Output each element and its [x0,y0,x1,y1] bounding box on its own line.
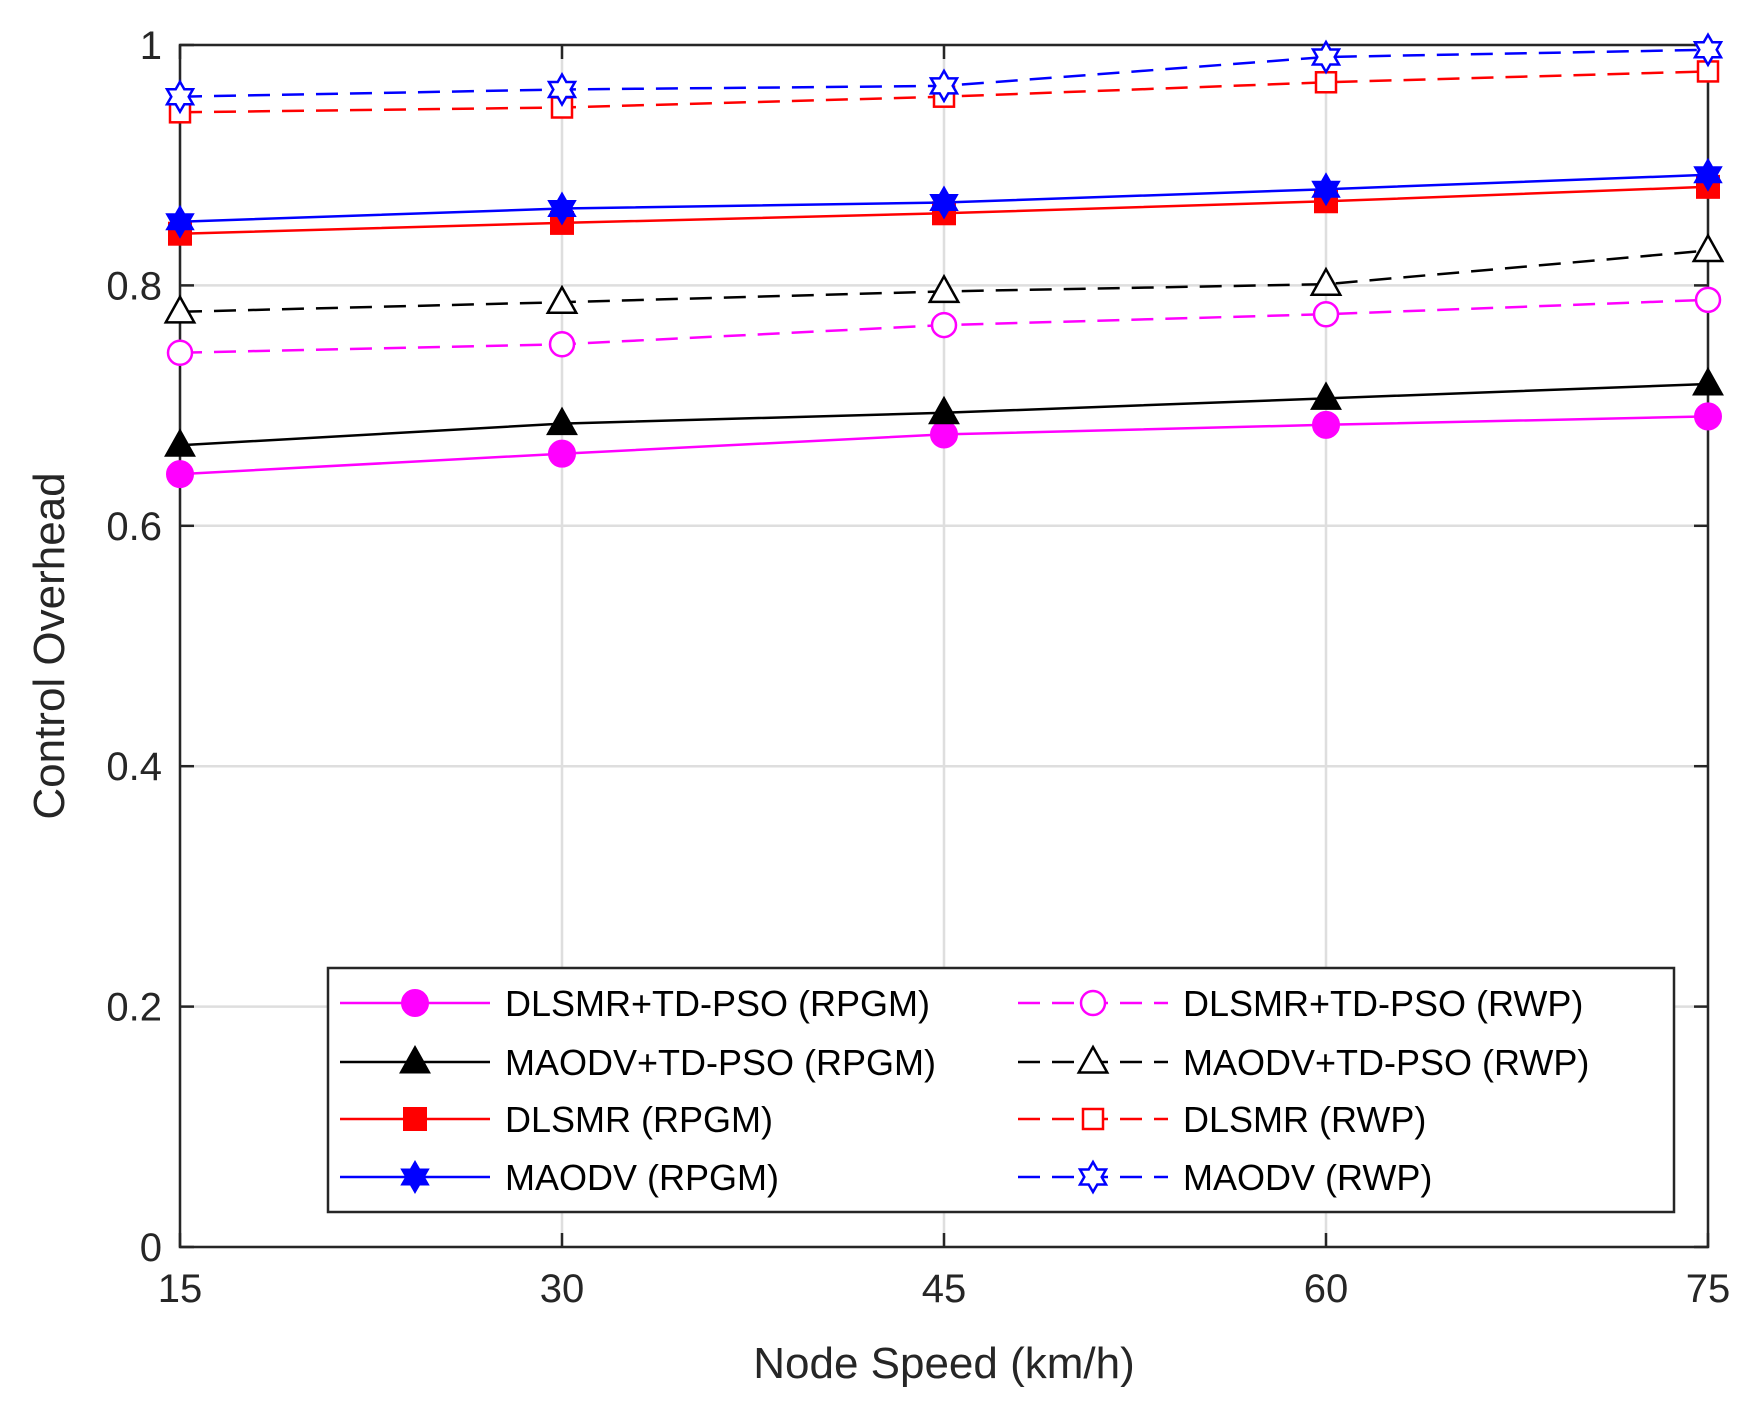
series-maodv-td-pso-rwp [163,232,1725,324]
y-tick-label: 0.2 [106,986,162,1030]
series-maodv-rwp [164,32,1724,115]
legend-entry-dlsmr-td-pso-rpgm: DLSMR+TD-PSO (RPGM) [340,983,930,1024]
legend-label: MAODV+TD-PSO (RPGM) [505,1042,936,1083]
data-point [1692,366,1724,396]
data-point [927,273,961,304]
x-tick-label: 60 [1304,1267,1349,1311]
y-tick-label: 0.4 [106,745,162,789]
y-tick-label: 0.8 [106,264,162,308]
series-dlsmr-td-pso-rwp [166,286,1722,366]
legend-marker [1081,1107,1105,1131]
x-tick-label: 75 [1686,1267,1731,1311]
data-point [164,428,196,457]
legend-box [326,966,1676,1214]
data-point [163,294,197,324]
data-point [1694,286,1722,314]
series-maodv-td-pso-rpgm [164,366,1724,457]
data-point [1310,39,1342,75]
legend-entry-dlsmr-rpgm: DLSMR (RPGM) [340,1099,773,1140]
data-point [1694,402,1722,431]
data-point [165,204,195,239]
data-point [166,460,194,489]
data-point [545,284,579,314]
data-point [929,185,959,220]
x-tick-label: 15 [158,1267,203,1311]
legend-entry-dlsmr-td-pso-rwp: DLSMR+TD-PSO (RWP) [1018,983,1583,1024]
legend-label: DLSMR+TD-PSO (RPGM) [505,983,930,1024]
data-point [1693,157,1723,192]
legend-marker [401,989,429,1017]
data-point [1310,381,1342,410]
y-tick-label: 0.6 [106,505,162,549]
data-point [547,191,577,226]
axis-ticks: 15 30 45 60 75 0 0.2 0.4 0.6 0.8 1 [106,24,1730,1311]
legend-marker [1076,1044,1110,1074]
y-axis-title: Control Overhead [25,472,74,819]
data-point [164,79,196,115]
y-tick-label: 0 [140,1226,162,1270]
data-point [1312,300,1340,328]
data-point [1309,266,1343,296]
legend-marker [403,1107,427,1131]
data-point [166,339,194,366]
data-point [928,395,960,425]
data-point [1312,410,1340,439]
legend-marker [399,1044,431,1074]
data-point [1314,71,1338,94]
data-point [930,311,958,339]
x-tick-label: 45 [922,1267,967,1311]
data-point [548,439,576,468]
data-point [546,406,578,436]
series-dlsmr-td-pso-rpgm [166,402,1722,489]
legend-entry-dlsmr-rwp: DLSMR (RWP) [1018,1099,1426,1140]
series-lines [163,32,1725,489]
data-point [928,68,960,104]
legend-entry-maodv-rwp: MAODV (RWP) [1018,1157,1432,1198]
legend-label: MAODV (RWP) [1183,1157,1432,1198]
data-point [546,71,578,108]
legend-entry-maodv-td-pso-rpgm: MAODV+TD-PSO (RPGM) [340,1042,936,1083]
legend-marker [1077,1159,1109,1195]
legend-label: DLSMR (RPGM) [505,1099,773,1140]
legend-entry-maodv-rpgm: MAODV (RPGM) [340,1157,779,1198]
y-tick-label: 1 [140,24,162,68]
data-point [1311,172,1341,207]
legend-label: MAODV (RPGM) [505,1157,779,1198]
series-maodv-rpgm [165,157,1723,239]
legend-entry-maodv-td-pso-rwp: MAODV+TD-PSO (RWP) [1018,1042,1589,1083]
data-point [1691,232,1725,263]
legend-label: DLSMR+TD-PSO (RWP) [1183,983,1583,1024]
legend-label: MAODV+TD-PSO (RWP) [1183,1042,1589,1083]
data-point [1692,32,1724,68]
data-point [930,420,958,449]
data-point [548,331,576,358]
x-tick-label: 30 [540,1267,585,1311]
legend-marker [1079,989,1107,1017]
legend-marker [400,1159,430,1195]
x-axis-title: Node Speed (km/h) [753,1339,1135,1388]
legend-label: DLSMR (RWP) [1183,1099,1426,1140]
legend: DLSMR+TD-PSO (RPGM) MAODV+TD-PSO (RPGM) DL… [326,966,1676,1214]
